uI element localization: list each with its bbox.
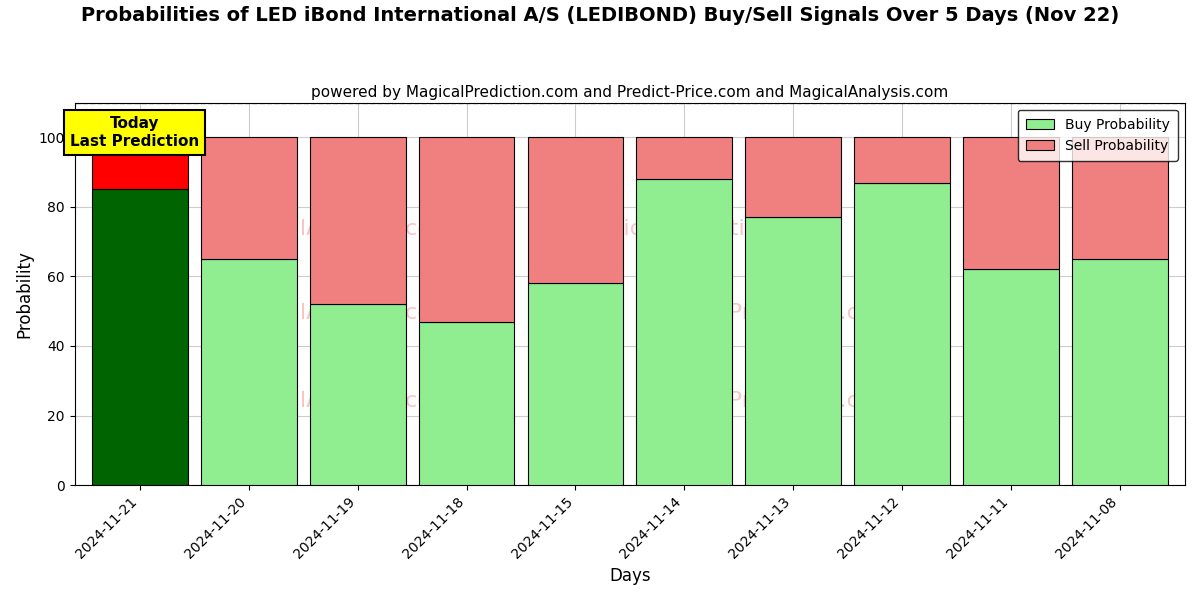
Bar bbox=[1072, 137, 1168, 259]
Bar bbox=[92, 190, 188, 485]
Text: n   MagicalPrediction.com: n MagicalPrediction.com bbox=[541, 219, 827, 239]
Bar bbox=[962, 137, 1058, 269]
Text: calAnalysis.com: calAnalysis.com bbox=[275, 391, 454, 411]
Bar bbox=[854, 137, 950, 182]
Bar bbox=[310, 304, 406, 485]
Bar bbox=[1072, 259, 1168, 485]
Bar bbox=[745, 217, 841, 485]
Text: n   MagicalPrediction.com: n MagicalPrediction.com bbox=[607, 303, 894, 323]
Bar bbox=[310, 137, 406, 304]
Bar bbox=[419, 137, 515, 322]
Bar bbox=[636, 137, 732, 179]
Text: calAnalysis.com: calAnalysis.com bbox=[275, 303, 454, 323]
Legend: Buy Probability, Sell Probability: Buy Probability, Sell Probability bbox=[1018, 110, 1178, 161]
X-axis label: Days: Days bbox=[610, 567, 650, 585]
Bar bbox=[528, 137, 623, 283]
Y-axis label: Probability: Probability bbox=[16, 250, 34, 338]
Bar bbox=[200, 259, 296, 485]
Bar bbox=[200, 137, 296, 259]
Bar bbox=[962, 269, 1058, 485]
Bar bbox=[92, 137, 188, 190]
Text: Probabilities of LED iBond International A/S (LEDIBOND) Buy/Sell Signals Over 5 : Probabilities of LED iBond International… bbox=[80, 6, 1120, 25]
Bar bbox=[854, 182, 950, 485]
Bar bbox=[528, 283, 623, 485]
Text: Today
Last Prediction: Today Last Prediction bbox=[70, 116, 199, 149]
Text: n   MagicalPrediction.com: n MagicalPrediction.com bbox=[607, 391, 894, 411]
Title: powered by MagicalPrediction.com and Predict-Price.com and MagicalAnalysis.com: powered by MagicalPrediction.com and Pre… bbox=[311, 85, 948, 100]
Bar bbox=[745, 137, 841, 217]
Text: calAnalysis.com: calAnalysis.com bbox=[275, 219, 454, 239]
Bar bbox=[636, 179, 732, 485]
Bar bbox=[419, 322, 515, 485]
